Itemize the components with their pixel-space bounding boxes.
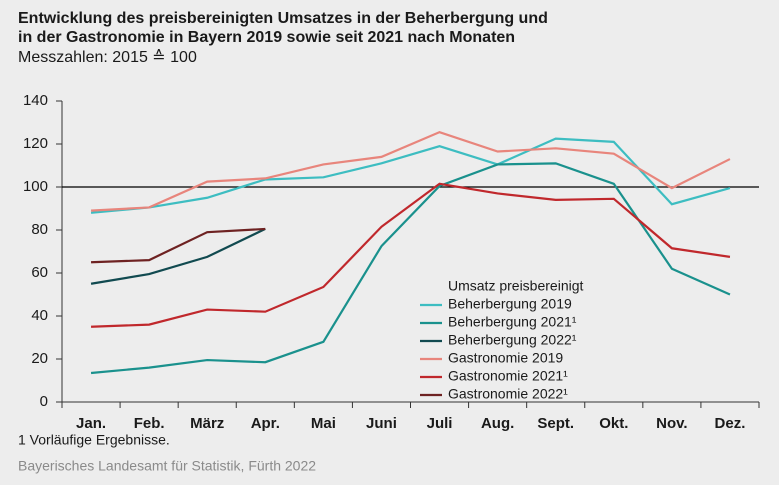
x-tick-label: März: [190, 415, 224, 432]
series-line: [90, 137, 731, 214]
y-tick-label: 20: [31, 350, 48, 367]
x-tick-label: Aug.: [481, 415, 514, 432]
x-tick-label: Mai: [311, 415, 336, 432]
legend-label: Gastronomie 2022¹: [448, 386, 568, 402]
legend-label: Gastronomie 2021¹: [448, 368, 568, 384]
chart-title: Entwicklung des preisbereinigten Umsatze…: [18, 10, 548, 27]
legend-label: Gastronomie 2019: [448, 350, 563, 366]
legend-label: Beherbergung 2022¹: [448, 332, 577, 348]
y-tick-label: 100: [23, 178, 48, 195]
chart-title: in der Gastronomie in Bayern 2019 sowie …: [18, 29, 515, 46]
x-tick-label: Dez.: [715, 415, 746, 432]
x-tick-label: Okt.: [599, 415, 628, 432]
series-line: [91, 182, 731, 328]
chart-subtitle: Messzahlen: 2015 ≙ 100: [18, 49, 197, 66]
y-tick-label: 40: [31, 307, 48, 324]
legend-label: Beherbergung 2019: [448, 296, 572, 312]
x-tick-label: Apr.: [251, 415, 280, 432]
y-tick-label: 80: [31, 221, 48, 238]
legend-title: Umsatz preisbereinigt: [448, 278, 583, 294]
y-tick-label: 60: [31, 264, 48, 281]
legend-label: Beherbergung 2021¹: [448, 314, 577, 330]
x-tick-label: Jan.: [76, 415, 106, 432]
series-line: [90, 162, 731, 375]
series-line: [90, 130, 731, 212]
footnote: 1 Vorläufige Ergebnisse.: [18, 432, 170, 448]
x-tick-label: Feb.: [134, 415, 165, 432]
y-tick-label: 140: [23, 92, 48, 109]
x-tick-label: Juli: [427, 415, 453, 432]
y-tick-label: 120: [23, 135, 48, 152]
x-tick-label: Juni: [366, 415, 397, 432]
x-tick-label: Nov.: [656, 415, 687, 432]
series-line: [90, 227, 266, 285]
y-tick-label: 0: [40, 393, 48, 410]
source: Bayerisches Landesamt für Statistik, Für…: [18, 458, 316, 474]
series-line: [91, 227, 266, 264]
x-tick-label: Sept.: [537, 415, 574, 432]
